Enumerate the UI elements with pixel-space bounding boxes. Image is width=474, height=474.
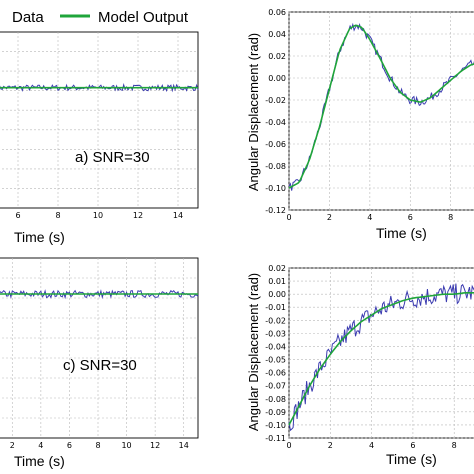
panel-d-xtick-label: 0 xyxy=(286,441,291,450)
panel-c: 2 4 6 8 10 12 14 c) SNR=30 Time (s) xyxy=(0,257,199,469)
legend: Data Model Output xyxy=(12,9,189,26)
panel-d-xtick-label: 8 xyxy=(452,441,457,450)
panel-d-ytick-label: -0.03 xyxy=(265,329,286,338)
panel-d-data-series xyxy=(288,283,474,432)
panel-d-ytick-label: -0.01 xyxy=(265,303,286,312)
panel-d-ytick-label: -0.10 xyxy=(265,421,286,430)
panel-a-xtick-label: 8 xyxy=(55,211,60,220)
panel-c-xlabel: Time (s) xyxy=(14,453,65,469)
panel-b-ylabel: Angular Displacement (rad) xyxy=(246,33,261,191)
panel-c-xtick-label: 6 xyxy=(67,441,72,450)
panel-c-xtick-label: 2 xyxy=(10,441,15,450)
panel-d-ytick-label: -0.08 xyxy=(265,395,286,404)
panel-c-xtick-label: 14 xyxy=(179,441,189,450)
panel-b-ytick-label: 0.02 xyxy=(268,52,286,61)
panel-a-xtick-label: 10 xyxy=(93,211,103,220)
panel-d-ytick-label: -0.04 xyxy=(265,342,286,351)
panel-b: 0 2 4 6 8 0.06 0.04 0.02 0.00 -0.02 -0.04 -0.06 -0.0… xyxy=(246,8,474,241)
panel-a-frame xyxy=(0,31,199,209)
panel-d-ytick-label: -0.09 xyxy=(265,408,286,417)
panel-d: 0 2 4 6 8 0.02 0.01 0.00 -0.01 -0.02 -0.03 -0.04 -0.… xyxy=(246,264,474,467)
panel-b-ytick-label: -0.10 xyxy=(265,184,286,193)
panel-b-ytick-label: -0.08 xyxy=(265,162,286,171)
panel-d-model-series xyxy=(288,291,474,426)
panel-d-ylabel: Angular Displacement (rad) xyxy=(246,273,261,431)
panel-b-xlabel: Time (s) xyxy=(376,225,427,241)
panel-c-annotation: c) SNR=30 xyxy=(63,357,137,374)
panel-b-xtick-label: 2 xyxy=(327,213,332,222)
panel-a-xtick-label: 6 xyxy=(15,211,20,220)
panel-a: 6 8 10 12 14 a) SNR=30 Time (s) xyxy=(0,31,199,245)
panel-d-ytick-label: 0.00 xyxy=(268,290,286,299)
panel-d-xtick-label: 2 xyxy=(328,441,333,450)
panel-c-frame xyxy=(0,257,199,439)
panel-c-xtick-label: 8 xyxy=(95,441,100,450)
panel-d-ytick-label: -0.07 xyxy=(265,382,286,391)
panel-a-annotation: a) SNR=30 xyxy=(75,149,150,166)
panel-b-ytick-label: -0.02 xyxy=(265,96,286,105)
panel-a-xtick-label: 12 xyxy=(133,211,143,220)
panel-b-ytick-label: 0.06 xyxy=(268,8,286,17)
panel-b-xtick-label: 4 xyxy=(367,213,372,222)
panel-d-ytick-label: -0.02 xyxy=(265,316,286,325)
legend-label-model: Model Output xyxy=(98,9,189,26)
legend-label-data: Data xyxy=(12,9,44,26)
panel-b-xtick-label: 0 xyxy=(286,213,291,222)
panel-b-xtick-label: 8 xyxy=(448,213,453,222)
panel-d-frame xyxy=(288,267,474,439)
panel-b-frame xyxy=(288,11,474,211)
panel-d-ytick-label: -0.05 xyxy=(265,356,286,365)
panel-b-ytick-label: 0.00 xyxy=(268,74,286,83)
panel-d-ytick-label: -0.06 xyxy=(265,369,286,378)
panel-a-xtick-label: 14 xyxy=(173,211,183,220)
panel-a-xlabel: Time (s) xyxy=(14,229,65,245)
panel-c-xtick-label: 12 xyxy=(150,441,160,450)
panel-b-xtick-label: 6 xyxy=(408,213,413,222)
panel-d-xlabel: Time (s) xyxy=(386,451,437,467)
panel-d-ytick-label: 0.01 xyxy=(268,277,286,286)
panel-b-ytick-label: -0.12 xyxy=(265,206,286,215)
panel-b-ytick-label: 0.04 xyxy=(268,30,286,39)
panel-b-ytick-label: -0.06 xyxy=(265,140,286,149)
panel-c-xtick-label: 4 xyxy=(38,441,43,450)
panel-d-ytick-label: -0.11 xyxy=(265,434,286,443)
panel-d-xtick-label: 4 xyxy=(369,441,374,450)
panel-d-xtick-label: 6 xyxy=(410,441,415,450)
panel-b-model-series xyxy=(288,24,474,189)
panel-d-ytick-label: 0.02 xyxy=(268,264,286,273)
panel-b-ytick-label: -0.04 xyxy=(265,118,286,127)
panel-c-xtick-label: 10 xyxy=(121,441,131,450)
